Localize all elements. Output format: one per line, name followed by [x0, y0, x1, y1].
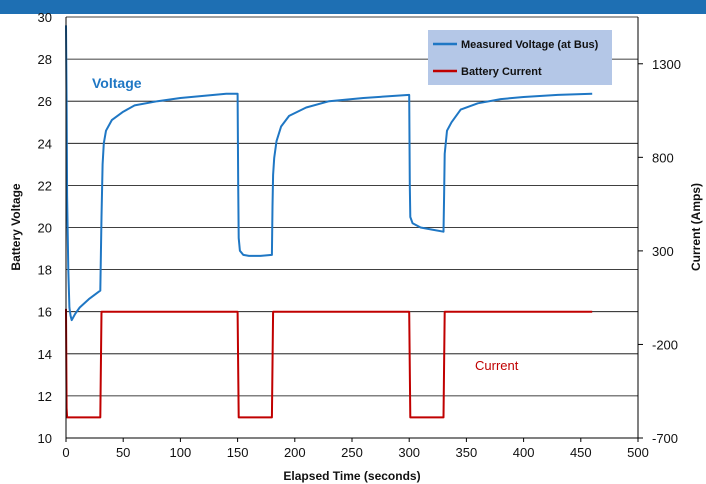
- y2-tick-label-800: 800: [652, 150, 674, 165]
- legend-label-voltage: Measured Voltage (at Bus): [461, 39, 599, 51]
- x-tick-label-250: 250: [341, 445, 363, 460]
- voltage-annotation: Voltage: [92, 75, 142, 91]
- x-tick-label-500: 500: [627, 445, 649, 460]
- series-line-current: [65, 308, 593, 419]
- legend: Measured Voltage (at Bus) Battery Curren…: [428, 30, 612, 85]
- x-tick-label-50: 50: [116, 445, 130, 460]
- y-tick-label-28: 28: [38, 52, 52, 67]
- y2-axis-title: Current (Amps): [689, 183, 703, 271]
- x-tick-labels: 0 50 100 150 200 250 300 350 400 450 500: [62, 438, 649, 460]
- series-line-voltage: [65, 25, 593, 322]
- y-tick-label-22: 22: [38, 178, 52, 193]
- legend-label-current: Battery Current: [461, 66, 542, 78]
- y-tick-label-26: 26: [38, 94, 52, 109]
- x-tick-label-350: 350: [456, 445, 478, 460]
- y2-tick-label-300: 300: [652, 244, 674, 259]
- y-axis-title: Battery Voltage: [9, 183, 23, 270]
- y2-tick-label--200: -200: [652, 337, 678, 352]
- x-tick-label-400: 400: [513, 445, 535, 460]
- y-tick-label-16: 16: [38, 305, 52, 320]
- y2-tick-label--700: -700: [652, 431, 678, 446]
- y-tick-label-10: 10: [38, 431, 52, 446]
- x-tick-label-300: 300: [398, 445, 420, 460]
- y-tick-label-24: 24: [38, 136, 52, 151]
- legend-box: [428, 30, 612, 85]
- title-banner: [0, 0, 706, 14]
- y-tick-label-14: 14: [38, 347, 52, 362]
- y-tick-label-20: 20: [38, 221, 52, 236]
- series-layer: [65, 25, 593, 419]
- x-tick-label-100: 100: [170, 445, 192, 460]
- x-axis-title: Elapsed Time (seconds): [283, 469, 420, 483]
- x-tick-label-200: 200: [284, 445, 306, 460]
- y-tick-labels: 10 12 14 16 18 20 22 24 26 28 30: [38, 10, 52, 446]
- x-tick-label-150: 150: [227, 445, 249, 460]
- y-tick-label-18: 18: [38, 263, 52, 278]
- current-annotation: Current: [475, 358, 519, 373]
- x-tick-label-0: 0: [62, 445, 69, 460]
- y2-tick-labels: -700 -200 300 800 1300: [638, 57, 681, 446]
- y-tick-label-30: 30: [38, 10, 52, 25]
- y-tick-label-12: 12: [38, 389, 52, 404]
- x-tick-label-450: 450: [570, 445, 592, 460]
- y2-tick-label-1300: 1300: [652, 57, 681, 72]
